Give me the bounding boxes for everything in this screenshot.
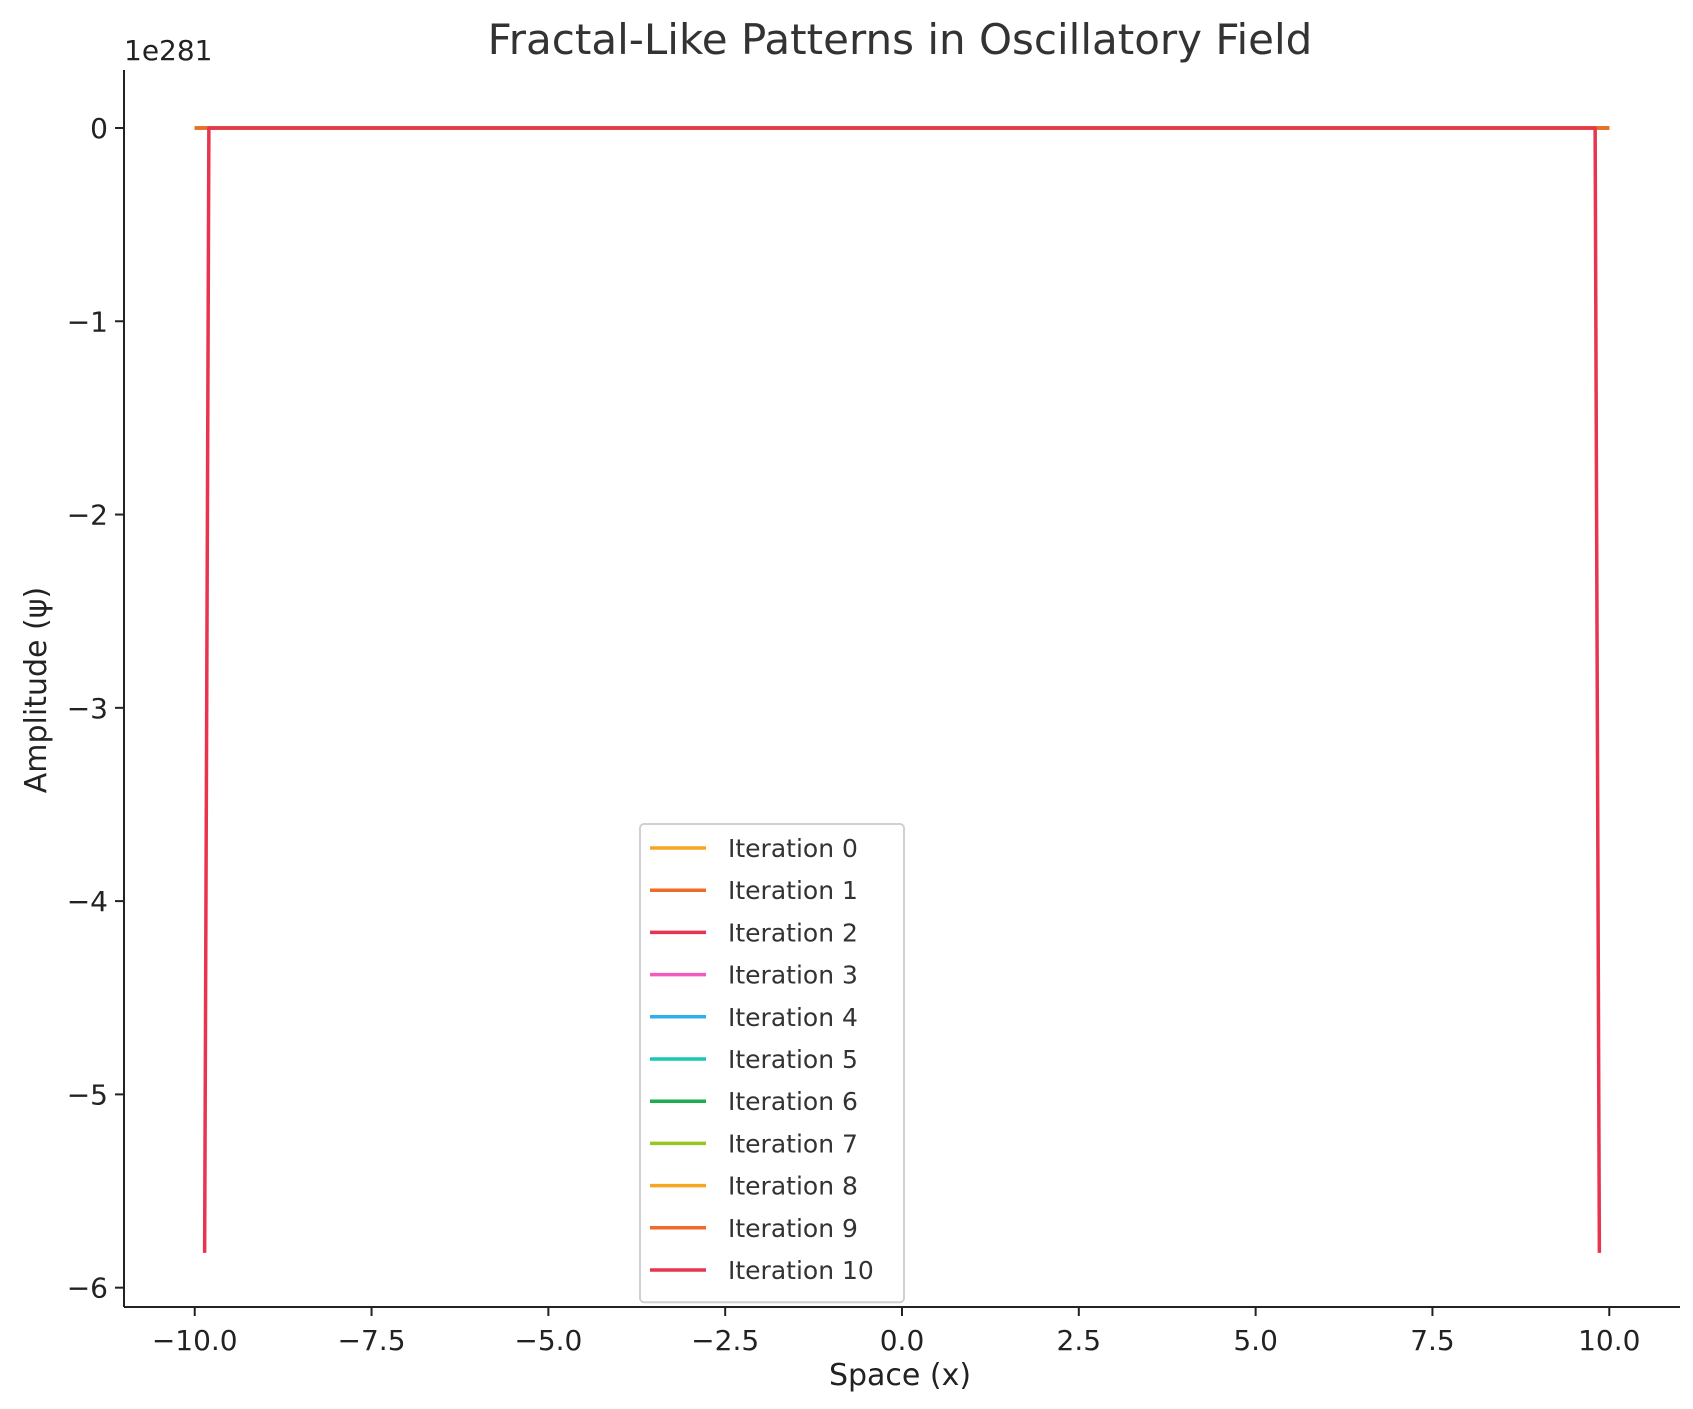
y-axis-label: Amplitude (ψ)	[19, 587, 54, 793]
x-tick-label: −7.5	[338, 1324, 406, 1357]
legend-label: Iteration 2	[728, 918, 858, 947]
series-line-10	[202, 126, 1602, 1253]
legend-label: Iteration 5	[728, 1045, 858, 1074]
y-tick-label: 0	[90, 112, 108, 145]
plot-lines	[194, 126, 1610, 1253]
x-tick-label: 2.5	[1057, 1324, 1102, 1357]
legend-label: Iteration 10	[728, 1256, 874, 1285]
y-tick-label: −1	[67, 305, 108, 338]
y-tick-label: −5	[67, 1078, 108, 1111]
axes: −10.0 −7.5 −5.0 −2.5 0.0 2.5 5.0 7.5 10.0 0 −1 −2 −3…	[67, 70, 1680, 1357]
x-tick-label: 0.0	[880, 1324, 925, 1357]
y-tick-label: −2	[67, 499, 108, 532]
x-tick-label: −2.5	[691, 1324, 759, 1357]
y-offset-text: 1e281	[124, 34, 212, 67]
y-tick-label: −6	[67, 1272, 108, 1305]
x-tick-label: 5.0	[1233, 1324, 1278, 1357]
legend-box	[639, 823, 905, 1304]
legend-label: Iteration 9	[728, 1214, 858, 1243]
chart-title: Fractal-Like Patterns in Oscillatory Fie…	[488, 15, 1313, 64]
legend-label: Iteration 8	[728, 1172, 858, 1201]
legend-label: Iteration 7	[728, 1129, 858, 1158]
x-axis-label: Space (x)	[829, 1358, 971, 1393]
x-tick-label: 7.5	[1410, 1324, 1455, 1357]
legend-label: Iteration 6	[728, 1087, 858, 1116]
legend: Iteration 0 Iteration 1 Iteration 2 Iterati…	[639, 823, 905, 1304]
x-tick-label: −5.0	[514, 1324, 582, 1357]
y-tick-label: −4	[67, 885, 108, 918]
legend-label: Iteration 0	[728, 834, 858, 863]
legend-label: Iteration 3	[728, 961, 858, 990]
x-tick-label: −10.0	[152, 1324, 238, 1357]
legend-label: Iteration 4	[728, 1003, 858, 1032]
x-tick-label: 10.0	[1578, 1324, 1640, 1357]
legend-label: Iteration 1	[728, 876, 858, 905]
y-tick-label: −3	[67, 692, 108, 725]
